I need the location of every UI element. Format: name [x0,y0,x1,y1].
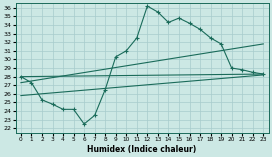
X-axis label: Humidex (Indice chaleur): Humidex (Indice chaleur) [88,145,197,154]
